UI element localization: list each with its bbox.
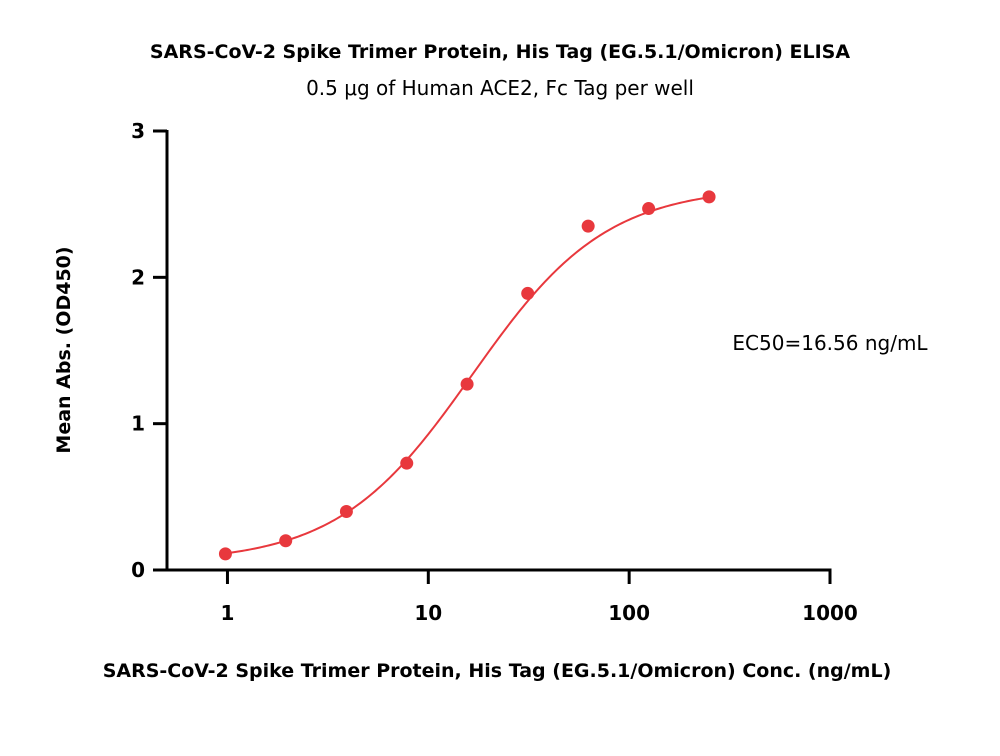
data-point [521,286,535,300]
data-point [339,504,353,518]
data-point [279,534,293,548]
x-tick-label: 1 [220,601,234,625]
y-tick-label: 3 [131,119,145,143]
data-points [218,190,716,561]
x-axis: 1 10 100 1000 [165,568,858,625]
ec50-annotation: EC50=16.56 ng/mL [732,331,928,355]
data-point [460,377,474,391]
data-point [642,202,656,216]
data-point [218,547,232,561]
chart-title: SARS-CoV-2 Spike Trimer Protein, His Tag… [150,41,850,63]
fit-curve [225,196,710,555]
data-point [702,190,716,204]
x-axis-label: SARS-CoV-2 Spike Trimer Protein, His Tag… [103,660,892,682]
data-point [400,456,414,470]
y-tick-label: 2 [131,265,145,289]
y-axis: 0 1 2 3 [131,119,169,582]
x-tick-label: 100 [608,601,650,625]
fit-curve-group [225,196,710,555]
y-tick-label: 0 [131,558,145,582]
y-axis-label: Mean Abs. (OD450) [53,246,75,453]
chart-subtitle: 0.5 μg of Human ACE2, Fc Tag per well [306,76,694,100]
x-tick-label: 1000 [802,601,858,625]
data-point [581,219,595,233]
y-tick-label: 1 [131,412,145,436]
x-tick-label: 10 [414,601,442,625]
